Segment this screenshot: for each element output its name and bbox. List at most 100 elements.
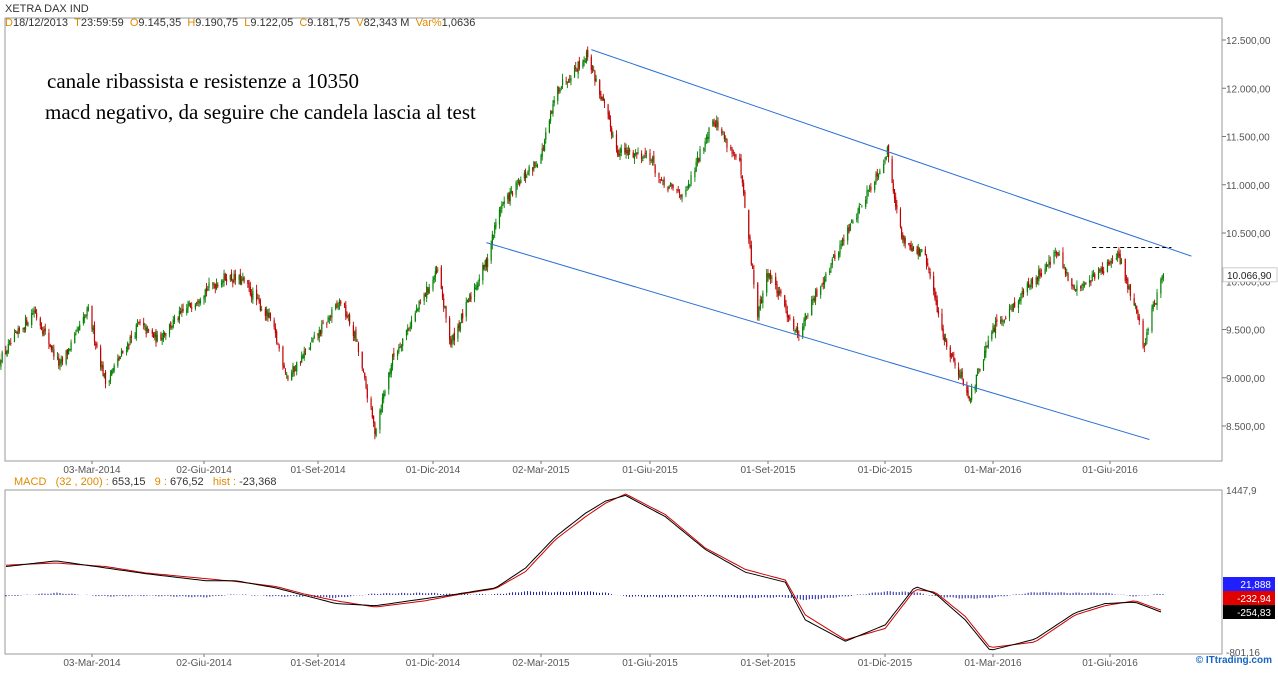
- candle-body: [1085, 283, 1086, 284]
- candle-body: [372, 408, 373, 418]
- candle-body: [416, 309, 417, 312]
- candle-body: [944, 337, 945, 341]
- candle-body: [397, 351, 398, 356]
- close-value: 9.181,75: [307, 17, 350, 29]
- time-label: T: [74, 17, 81, 29]
- candle-body: [331, 309, 332, 317]
- candle-body: [698, 158, 699, 162]
- candle-body: [212, 284, 213, 285]
- candle-body: [441, 267, 442, 289]
- candle-body: [788, 315, 789, 318]
- candle-body: [1027, 283, 1028, 292]
- candle-body: [905, 238, 906, 244]
- candle-body: [678, 190, 679, 191]
- candle-body: [1067, 274, 1068, 281]
- macd-value: 653,15: [112, 476, 146, 488]
- candle-body: [131, 336, 132, 338]
- candle-body: [78, 330, 79, 331]
- candle-body: [379, 411, 380, 430]
- candle-body: [1135, 304, 1136, 307]
- candle-body: [536, 165, 537, 166]
- candle-body: [938, 311, 939, 314]
- candle-body: [1010, 307, 1011, 308]
- candle-body: [314, 335, 315, 338]
- candle-body: [266, 310, 267, 316]
- candle-body: [296, 362, 297, 371]
- candle-body: [467, 300, 468, 302]
- annotation-line-2: macd negativo, da seguire che candela la…: [45, 100, 476, 125]
- candle-body: [829, 271, 830, 273]
- candle-body: [540, 156, 541, 164]
- candle-body: [778, 291, 779, 296]
- candle-body: [1103, 271, 1104, 273]
- candle-body: [381, 409, 382, 412]
- candle-body: [354, 332, 355, 338]
- candle-body: [945, 338, 946, 340]
- candle-body: [554, 100, 555, 103]
- candle-body: [1056, 253, 1057, 255]
- candle-body: [607, 105, 608, 115]
- candle-body: [435, 271, 436, 277]
- candle-body: [520, 180, 521, 183]
- candle-body: [91, 306, 92, 329]
- candle-body: [362, 352, 363, 369]
- candle-body: [364, 373, 365, 378]
- candle-body: [814, 298, 815, 300]
- candle-body: [766, 273, 767, 292]
- candle-body: [154, 332, 155, 337]
- candle-body: [277, 344, 278, 345]
- candle-body: [751, 245, 752, 264]
- candle-body: [868, 190, 869, 191]
- price-ytick-label: 12.500,00: [1226, 36, 1271, 47]
- candle-body: [870, 187, 871, 191]
- candle-body: [251, 293, 252, 297]
- macd-ytick-label: 1447,9: [1226, 486, 1257, 497]
- candle-body: [1019, 298, 1020, 301]
- candle-body: [860, 204, 861, 205]
- candle-body: [241, 279, 242, 285]
- candle-body: [703, 148, 704, 151]
- price-xtick-label: 01-Giu-2015: [622, 465, 678, 476]
- candle-body: [645, 153, 646, 154]
- candle-body: [495, 222, 496, 227]
- candle-body: [954, 363, 955, 366]
- candle-body: [1057, 252, 1058, 255]
- ohlc-bar: D18/12/2013 T23:59:59 O9.145,35 H9.190,7…: [5, 17, 475, 29]
- candle-body: [432, 280, 433, 290]
- candle-body: [861, 205, 862, 206]
- candle-body: [77, 329, 78, 330]
- candle-body: [126, 351, 127, 352]
- candle-body: [985, 346, 986, 353]
- candle-body: [6, 351, 7, 356]
- candle-body: [785, 304, 786, 310]
- candle-body: [300, 362, 301, 363]
- candle-body: [604, 102, 605, 103]
- candle-body: [1151, 308, 1152, 331]
- candle-body: [679, 192, 680, 194]
- candle-body: [1066, 272, 1067, 274]
- candle-body: [24, 328, 25, 329]
- candle-body: [1120, 254, 1121, 264]
- candle-body: [444, 306, 445, 308]
- candle-body: [843, 240, 844, 241]
- candle-body: [866, 190, 867, 200]
- candle-body: [434, 277, 435, 279]
- candle-body: [723, 133, 724, 134]
- candle-body: [852, 221, 853, 223]
- price-xtick-label: 01-Set-2015: [740, 465, 795, 476]
- candle-body: [85, 316, 86, 317]
- price-ytick-label: 9.000,00: [1226, 374, 1265, 385]
- candle-body: [335, 304, 336, 308]
- candle-body: [1074, 287, 1075, 289]
- candle-body: [767, 273, 768, 277]
- candle-body: [427, 289, 428, 293]
- candle-body: [121, 351, 122, 356]
- candle-body: [537, 165, 538, 167]
- candle-body: [820, 287, 821, 295]
- candle-body: [933, 276, 934, 291]
- candle-body: [609, 112, 610, 119]
- candle-body: [321, 324, 322, 333]
- candle-body: [1020, 294, 1021, 301]
- candle-body: [370, 399, 371, 408]
- candle-body: [382, 398, 383, 409]
